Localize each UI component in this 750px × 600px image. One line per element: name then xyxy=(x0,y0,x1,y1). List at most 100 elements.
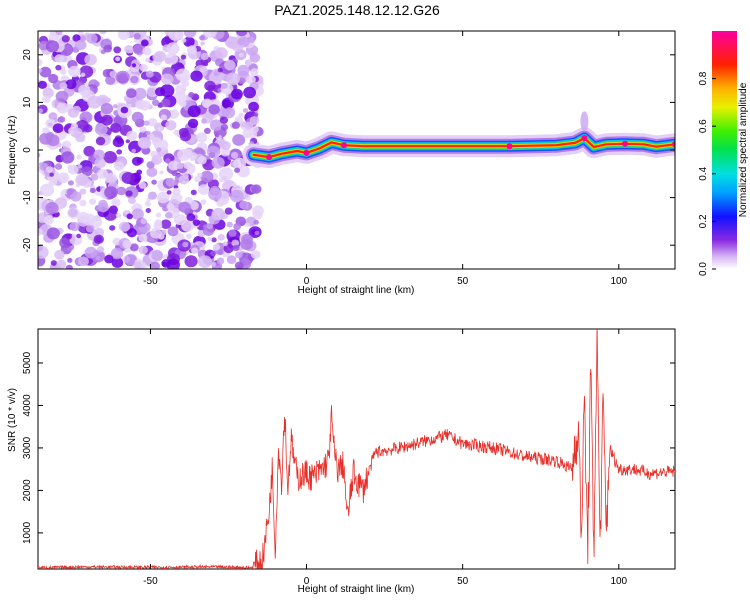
noise-blob xyxy=(135,99,146,110)
noise-blob xyxy=(159,194,166,201)
noise-blob xyxy=(226,255,237,264)
noise-blob xyxy=(42,127,50,134)
noise-blob xyxy=(208,104,220,115)
spectrogram-ytick-label: 10 xyxy=(22,96,33,108)
noise-blob xyxy=(45,118,56,129)
noise-blob xyxy=(61,35,70,43)
noise-blob xyxy=(111,257,124,268)
noise-blob xyxy=(250,68,259,77)
noise-blob xyxy=(238,77,246,84)
noise-blob xyxy=(213,70,220,77)
noise-blob xyxy=(176,162,184,169)
noise-blob xyxy=(145,57,150,63)
noise-blob xyxy=(212,243,221,251)
noise-blob xyxy=(186,213,196,222)
noise-blob xyxy=(76,154,82,160)
noise-blob xyxy=(157,127,162,132)
noise-blob xyxy=(147,118,158,127)
noise-blob xyxy=(94,158,106,169)
noise-blob xyxy=(236,31,248,37)
noise-blob xyxy=(50,260,58,266)
noise-blob xyxy=(131,63,137,68)
spectrogram-panel: -50 0 50 100 -20 -10 0 10 20 Height of straight … xyxy=(7,30,676,296)
noise-blob xyxy=(242,129,253,139)
noise-blob xyxy=(144,200,152,207)
noise-blob xyxy=(224,207,233,215)
noise-blob xyxy=(179,100,187,108)
colorbar-tick-label: 0.8 xyxy=(698,71,709,85)
noise-blob xyxy=(75,39,87,51)
noise-blob xyxy=(97,246,105,253)
noise-blob xyxy=(111,198,121,207)
noise-blob xyxy=(42,87,54,99)
noise-blob xyxy=(178,175,189,185)
noise-blob xyxy=(106,44,112,50)
noise-blob xyxy=(38,245,49,259)
noise-blob xyxy=(52,123,64,134)
noise-blob xyxy=(242,108,249,113)
noise-blob xyxy=(183,161,192,170)
noise-blob xyxy=(115,56,121,62)
noise-blob xyxy=(220,123,229,131)
snr-ytick-label: 5000 xyxy=(22,351,33,374)
noise-blob xyxy=(55,64,62,71)
noise-blob xyxy=(39,66,52,78)
noise-blob xyxy=(126,213,133,220)
noise-blob xyxy=(138,137,152,149)
noise-blob xyxy=(231,121,240,129)
noise-blob xyxy=(72,34,81,42)
noise-blob xyxy=(99,31,107,35)
noise-blob xyxy=(124,209,129,215)
noise-blob xyxy=(130,75,139,84)
noise-blob xyxy=(224,59,236,71)
noise-blob xyxy=(110,247,124,260)
spectrogram-ytick-label: -10 xyxy=(22,190,33,205)
noise-blob xyxy=(231,88,243,100)
noise-blob xyxy=(168,109,180,119)
noise-blob xyxy=(143,120,150,126)
noise-blob xyxy=(116,149,123,155)
noise-blob xyxy=(38,80,47,89)
noise-blob xyxy=(204,127,211,134)
noise-blob xyxy=(105,173,117,184)
noise-blob xyxy=(94,123,108,136)
noise-blob xyxy=(209,119,223,131)
noise-blob xyxy=(245,222,251,228)
noise-blob xyxy=(59,237,72,249)
snr-panel: -50 0 50 100 1000 2000 3000 4000 5000 Height of … xyxy=(7,328,676,595)
noise-blob xyxy=(122,240,132,249)
noise-blob xyxy=(226,107,232,113)
noise-blob xyxy=(55,90,69,103)
noise-blob xyxy=(181,87,187,92)
noise-blob xyxy=(131,208,144,220)
spectrogram-xtick-label: 50 xyxy=(457,276,469,287)
noise-blob xyxy=(125,139,130,144)
noise-blob xyxy=(211,261,217,267)
noise-blob xyxy=(216,257,225,265)
noise-blob xyxy=(229,189,244,203)
noise-blob xyxy=(46,227,60,240)
noise-blob xyxy=(160,98,171,108)
noise-blob xyxy=(188,92,195,98)
noise-blob xyxy=(175,84,187,95)
noise-blob xyxy=(115,70,130,84)
noise-blob xyxy=(56,102,69,114)
noise-blob xyxy=(160,114,168,121)
noise-blob xyxy=(131,148,136,153)
noise-blob xyxy=(211,156,225,169)
snr-line xyxy=(38,329,675,569)
noise-blob xyxy=(165,120,177,131)
spectrogram-ytick-label: -20 xyxy=(22,238,33,253)
noise-blob xyxy=(238,112,244,118)
noise-blob xyxy=(138,233,148,243)
noise-blob xyxy=(56,259,67,269)
noise-blob xyxy=(78,256,89,267)
noise-blob xyxy=(239,200,249,210)
colorbar-tick-label: 0.6 xyxy=(698,119,709,133)
noise-blob xyxy=(233,157,246,170)
noise-blob xyxy=(219,167,234,181)
noise-blob xyxy=(232,244,240,252)
noise-blob xyxy=(148,191,157,200)
noise-blob xyxy=(67,207,80,219)
noise-blob xyxy=(112,104,118,109)
